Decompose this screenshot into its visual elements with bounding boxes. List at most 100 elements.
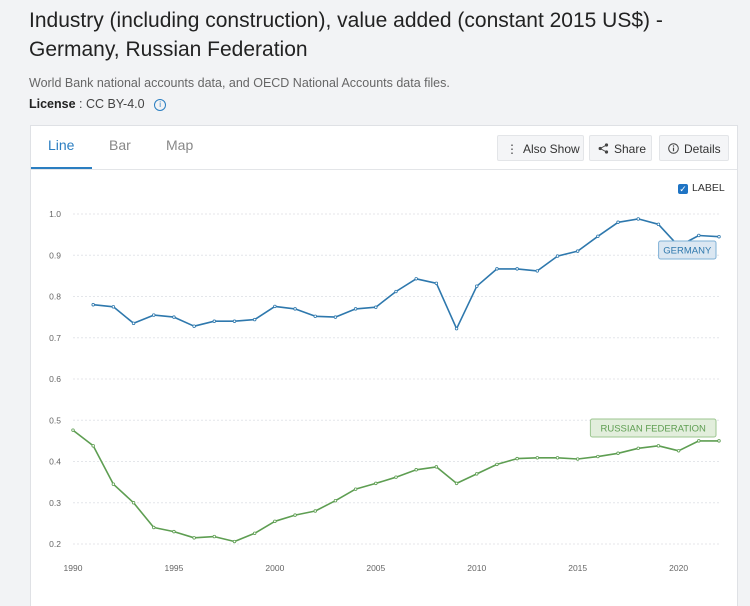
series-line-germany <box>93 218 720 330</box>
series-label-russia: RUSSIAN FEDERATION <box>601 424 707 435</box>
data-point-russia <box>596 454 600 459</box>
data-point-russia <box>575 457 580 461</box>
data-point-russia <box>434 465 439 469</box>
data-point-russia <box>616 451 620 455</box>
data-point-russia <box>152 525 156 530</box>
y-tick-label: 0.5 <box>49 415 61 425</box>
data-point-germany <box>232 319 237 323</box>
data-point-germany <box>293 307 297 311</box>
data-point-germany <box>192 324 196 328</box>
x-tick-label: 2015 <box>568 563 587 573</box>
data-point-russia <box>656 444 661 448</box>
data-point-germany <box>333 315 338 319</box>
data-point-russia <box>172 529 176 534</box>
data-point-germany <box>313 314 317 318</box>
data-point-germany <box>697 233 701 238</box>
series-label-box-germany <box>658 240 717 260</box>
tab-map[interactable]: Map <box>166 137 194 153</box>
data-point-russia <box>697 439 701 443</box>
data-point-germany <box>172 315 176 319</box>
data-point-russia <box>273 519 277 524</box>
data-point-russia <box>374 481 378 486</box>
source-note: World Bank national accounts data, and O… <box>29 76 450 90</box>
series-label-germany: GERMANY <box>663 246 712 257</box>
data-point-germany <box>434 281 439 285</box>
data-point-russia <box>394 475 398 479</box>
data-point-germany <box>636 217 640 221</box>
data-point-germany <box>111 305 116 309</box>
checkbox-checked-icon[interactable]: ✓ <box>678 184 688 194</box>
line-chart: 1.0 0.9 0.8 0.7 0.6 0.5 0.4 0.3 0.2 1990 1995 2000 2… <box>49 209 721 573</box>
x-tick-label: 1990 <box>64 563 83 573</box>
data-point-germany <box>616 220 620 224</box>
tab-bar[interactable]: Bar <box>109 137 131 153</box>
data-point-russia <box>555 456 560 460</box>
y-tick-label: 0.6 <box>49 374 61 384</box>
data-point-russia <box>717 439 721 443</box>
y-tick-label: 0.2 <box>49 539 61 549</box>
data-point-russia <box>475 472 479 476</box>
data-point-germany <box>252 317 257 322</box>
data-point-germany <box>475 284 479 288</box>
y-tick-label: 0.8 <box>49 292 61 302</box>
y-tick-label: 0.3 <box>49 498 61 508</box>
data-point-germany <box>656 222 661 227</box>
info-icon[interactable]: i <box>154 99 167 111</box>
data-point-russia <box>454 481 459 486</box>
data-point-russia <box>495 462 499 467</box>
share-label: Share <box>614 142 647 156</box>
also-show-button[interactable]: ⋮ Also Show <box>497 135 584 161</box>
data-point-germany <box>596 234 600 238</box>
details-label: Details <box>684 142 721 156</box>
label-toggle[interactable]: ✓ LABEL <box>678 182 725 194</box>
data-point-russia <box>676 449 681 453</box>
data-point-russia <box>414 468 418 472</box>
data-point-russia <box>313 509 317 513</box>
license-line: License : CC BY-4.0 i <box>29 97 167 111</box>
details-button[interactable]: Details <box>659 135 729 161</box>
data-point-russia <box>293 513 297 517</box>
data-point-russia <box>535 456 540 460</box>
view-tabs: Line Bar Map ⋮ Also Show Share Details <box>31 126 737 170</box>
y-tick-label: 0.9 <box>49 250 61 260</box>
also-show-label: Also Show <box>523 142 580 156</box>
x-tick-label: 1995 <box>164 563 183 573</box>
series-label-box-russia <box>589 418 717 438</box>
data-point-germany <box>131 321 136 326</box>
data-point-russia <box>353 487 358 491</box>
data-point-germany <box>515 267 519 271</box>
data-point-germany <box>495 267 499 271</box>
share-button[interactable]: Share <box>589 135 652 161</box>
license-value: : CC BY-4.0 <box>79 97 145 111</box>
data-point-russia <box>515 456 519 461</box>
license-label: License <box>29 97 76 111</box>
x-tick-label: 2020 <box>669 563 688 573</box>
data-point-germany <box>414 277 418 281</box>
data-point-russia <box>252 531 257 535</box>
data-point-germany <box>353 307 358 311</box>
data-point-germany <box>535 269 540 273</box>
active-tab-indicator <box>31 167 92 169</box>
tab-line[interactable]: Line <box>48 137 75 153</box>
data-point-russia <box>232 539 237 544</box>
data-point-russia <box>131 501 136 505</box>
data-point-germany <box>717 234 721 239</box>
data-point-russia <box>71 428 75 432</box>
share-icon <box>598 136 609 162</box>
data-point-germany <box>555 254 560 258</box>
series-line-russia <box>72 429 719 543</box>
y-tick-label: 0.4 <box>49 457 61 467</box>
data-point-germany <box>394 289 398 294</box>
data-point-russia <box>111 482 116 486</box>
y-tick-label: 0.7 <box>49 333 61 343</box>
data-point-russia <box>333 498 338 503</box>
chart-panel: Line Bar Map ⋮ Also Show Share Details <box>30 125 738 606</box>
x-tick-label: 2000 <box>265 563 284 573</box>
data-point-russia <box>212 534 217 539</box>
data-point-germany <box>152 313 156 317</box>
data-point-russia <box>91 444 95 448</box>
data-point-germany <box>575 249 580 253</box>
y-tick-label: 1.0 <box>49 209 61 219</box>
data-point-germany <box>91 303 95 307</box>
more-vertical-icon: ⋮ <box>506 142 518 156</box>
